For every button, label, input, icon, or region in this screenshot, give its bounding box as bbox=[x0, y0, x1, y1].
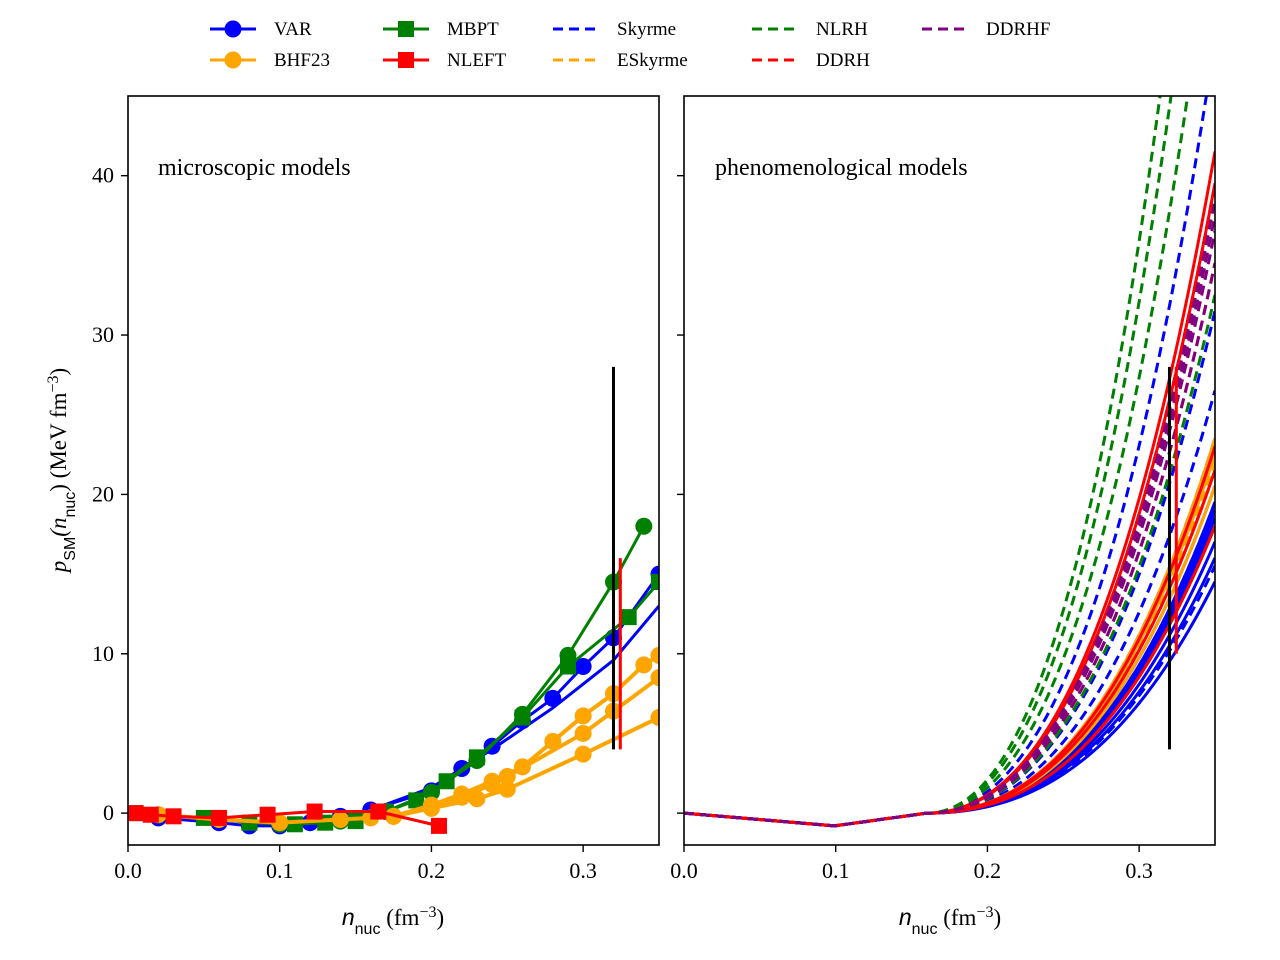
x-axis-label-left: nnuc (fm−3) bbox=[342, 904, 444, 938]
nleft-point bbox=[431, 817, 448, 834]
nleft-point bbox=[211, 809, 228, 826]
legend-label: DDRH bbox=[816, 50, 870, 71]
legend-label: Skyrme bbox=[617, 19, 676, 40]
x-tick-label: 0.0 bbox=[670, 858, 698, 883]
var-point bbox=[544, 689, 562, 707]
legend-marker bbox=[224, 51, 242, 69]
mbpt-point bbox=[468, 749, 485, 766]
x-tick-label: 0.1 bbox=[822, 858, 850, 883]
legend-item-mbpt: MBPT bbox=[383, 19, 499, 40]
x-tick-label: 0.1 bbox=[266, 858, 294, 883]
legend-item-ddrh: DDRH bbox=[752, 50, 870, 71]
x-tick-label: 0.0 bbox=[114, 858, 142, 883]
mbpt-point bbox=[514, 709, 531, 726]
y-axis-label: pSM(nnuc) (MeV fm−3) bbox=[45, 368, 79, 574]
mbpt-point bbox=[408, 792, 425, 809]
legend: VAR BHF23 MBPT NLEFT Skyrme ESkyrme NLRH DDRH DD… bbox=[210, 19, 1050, 71]
legend-marker bbox=[398, 21, 414, 37]
legend-item-bhf23: BHF23 bbox=[210, 50, 330, 71]
legend-label: ESkyrme bbox=[617, 50, 688, 71]
bhf23-point bbox=[574, 724, 592, 742]
legend-label: VAR bbox=[274, 19, 312, 40]
y-tick-label: 20 bbox=[92, 481, 114, 506]
bhf23-point bbox=[331, 811, 349, 829]
bhf23-point bbox=[544, 732, 562, 750]
y-tick-label: 30 bbox=[92, 322, 114, 347]
mbpt-point bbox=[347, 813, 364, 830]
y-tick-label: 0 bbox=[103, 800, 114, 825]
var-point bbox=[574, 658, 592, 676]
legend-marker bbox=[224, 20, 242, 38]
legend-item-skyrme: Skyrme bbox=[553, 19, 676, 40]
mbpt-point bbox=[286, 816, 303, 833]
left-error-bars bbox=[611, 366, 622, 750]
x-tick-label: 0.2 bbox=[974, 858, 1002, 883]
nleft-point bbox=[165, 808, 182, 825]
ddrhf-curve bbox=[684, 198, 1215, 828]
legend-item-nlrh: NLRH bbox=[752, 19, 868, 40]
legend-marker bbox=[398, 52, 414, 68]
left-plot-frame bbox=[127, 95, 660, 846]
y-tick-label: 10 bbox=[92, 641, 114, 666]
nleft-point bbox=[142, 806, 159, 823]
bhf23-point bbox=[650, 646, 659, 664]
y-tick-label: 40 bbox=[92, 163, 114, 188]
nleft-point bbox=[259, 806, 276, 823]
legend-label: MBPT bbox=[447, 19, 499, 40]
bhf23-point bbox=[574, 707, 592, 725]
nleft-point bbox=[128, 805, 144, 822]
nleft-point bbox=[370, 803, 387, 820]
mbpt-point bbox=[620, 609, 637, 626]
right-series-group bbox=[684, 96, 1215, 828]
bhf23-point bbox=[468, 790, 486, 808]
legend-label: NLRH bbox=[816, 19, 868, 40]
legend-item-ddrhf: DDRHF bbox=[922, 19, 1050, 40]
left-panel-annotation: microscopic models bbox=[158, 155, 351, 181]
bhf23-point bbox=[422, 799, 440, 817]
legend-item-var: VAR bbox=[210, 19, 312, 40]
x-axis-label-right: nnuc (fm−3) bbox=[899, 904, 1001, 938]
bhf23-point bbox=[650, 709, 659, 727]
bhf23-point bbox=[650, 669, 659, 687]
x-tick-label: 0.3 bbox=[1125, 858, 1153, 883]
bhf23-point bbox=[498, 767, 516, 785]
right-plot-area bbox=[684, 96, 1215, 845]
x-tick-label: 0.3 bbox=[569, 858, 597, 883]
bhf23-point bbox=[574, 745, 592, 763]
bhf23-point bbox=[483, 775, 501, 793]
right-plot-frame bbox=[683, 95, 1216, 846]
mbpt-point bbox=[635, 517, 653, 535]
left-axis-ticks: 0.0 0.1 0.2 0.3 0 10 20 30 40 bbox=[92, 163, 597, 883]
left-panel: 0.0 0.1 0.2 0.3 0 10 20 30 40 microscopic models bbox=[92, 95, 660, 883]
bhf23-point bbox=[498, 780, 516, 798]
legend-label: BHF23 bbox=[274, 50, 330, 71]
legend-item-eskyrme: ESkyrme bbox=[553, 50, 688, 71]
mbpt-point bbox=[559, 658, 576, 675]
legend-label: NLEFT bbox=[447, 50, 507, 71]
right-panel-annotation: phenomenological models bbox=[715, 155, 968, 181]
nleft-point bbox=[306, 803, 323, 820]
legend-item-nleft: NLEFT bbox=[383, 50, 507, 71]
right-panel: 0.0 0.1 0.2 0.3 phenomenological models bbox=[670, 95, 1216, 883]
left-plot-area bbox=[128, 96, 659, 845]
bhf23-point bbox=[635, 656, 653, 674]
right-error-bars bbox=[1167, 366, 1178, 750]
mbpt-point bbox=[438, 773, 455, 790]
mbpt-point bbox=[651, 574, 659, 591]
right-axis-ticks: 0.0 0.1 0.2 0.3 bbox=[670, 174, 1153, 883]
x-tick-label: 0.2 bbox=[418, 858, 446, 883]
legend-label: DDRHF bbox=[986, 19, 1050, 40]
